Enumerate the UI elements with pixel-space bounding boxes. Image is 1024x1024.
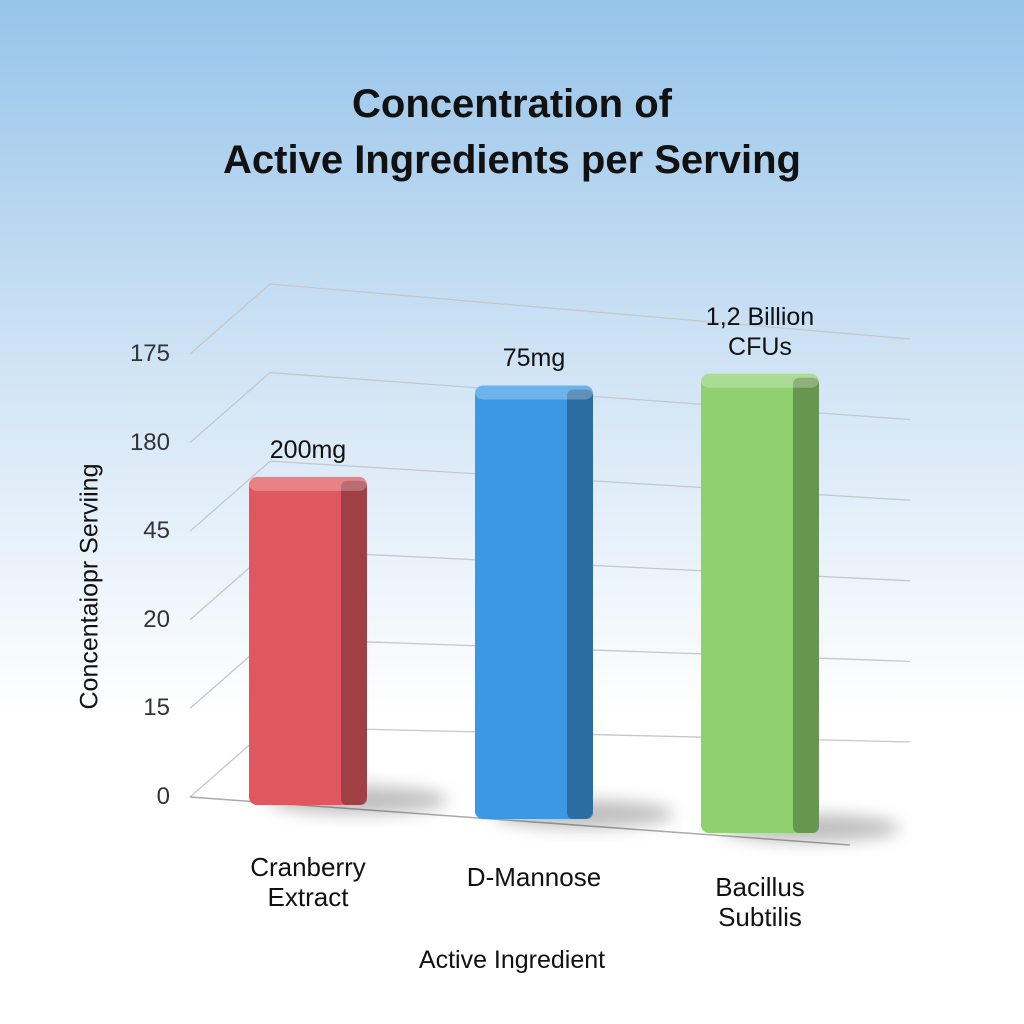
- bar-top: [701, 373, 819, 388]
- bar: [701, 373, 819, 833]
- bar-label: 200mg: [269, 435, 347, 464]
- bar-label: 1,2 Billion CFUs: [705, 302, 815, 361]
- bar-side: [793, 377, 819, 833]
- bar: [249, 476, 367, 805]
- x-axis-label: Active Ingredient: [418, 946, 606, 974]
- bar: [475, 385, 593, 819]
- bar-side: [341, 480, 367, 805]
- y-tick-label: 15: [143, 694, 170, 722]
- chart-title: Active Ingredients per Serving: [223, 138, 801, 182]
- y-tick-label: 20: [143, 605, 170, 633]
- bar-label: 75mg: [502, 344, 566, 373]
- grid-line: [189, 283, 911, 355]
- y-tick-label: 175: [129, 340, 170, 367]
- grid-line: [189, 460, 911, 532]
- chart-title: Concentration of: [352, 82, 672, 126]
- x-tick-label: Bacillus Subtilis: [715, 872, 805, 932]
- y-tick-label: 45: [143, 517, 170, 545]
- x-tick-label: D-Mannose: [466, 862, 602, 892]
- y-axis-label: Concentaiopr Serviing: [75, 463, 104, 710]
- y-tick-label: 0: [156, 783, 170, 810]
- grid-line: [189, 371, 911, 444]
- bar-side: [567, 389, 593, 819]
- bar-top: [249, 476, 367, 491]
- bar-top: [475, 385, 593, 400]
- x-tick-label: Cranberry Extract: [250, 852, 366, 912]
- y-tick-label: 180: [129, 428, 170, 456]
